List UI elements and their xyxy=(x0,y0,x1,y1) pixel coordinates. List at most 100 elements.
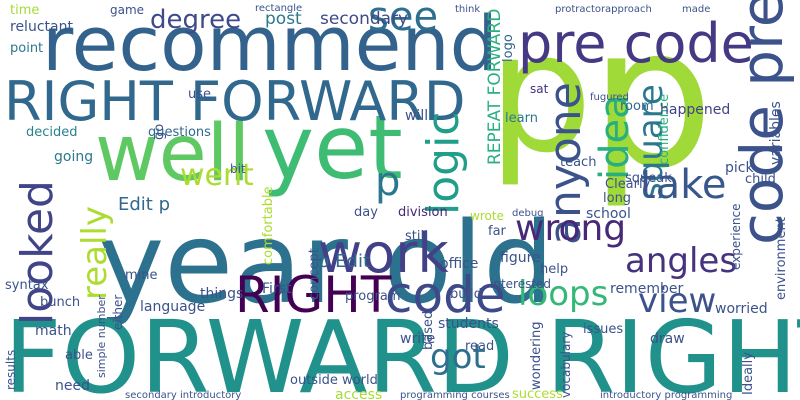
word: program xyxy=(345,289,401,304)
word: game xyxy=(110,3,144,17)
word: will xyxy=(405,108,428,124)
word: draw xyxy=(650,331,685,347)
word: post xyxy=(265,9,302,29)
word: bit xyxy=(230,162,246,176)
word: RIGHT xyxy=(235,266,392,324)
word: sat xyxy=(530,82,549,96)
word: happened xyxy=(660,102,730,118)
word: loops xyxy=(518,274,608,314)
word: year old xyxy=(98,199,554,329)
word: angles xyxy=(625,241,737,281)
word: help xyxy=(540,262,568,277)
word: based xyxy=(421,311,436,350)
word: take xyxy=(640,162,727,208)
word: Edit p xyxy=(118,194,170,215)
word: access xyxy=(335,387,382,400)
word: questions xyxy=(148,125,211,140)
word: still xyxy=(405,229,428,244)
word: read xyxy=(465,339,494,354)
word: able xyxy=(65,348,93,363)
word: bunch xyxy=(40,295,80,310)
word: day xyxy=(354,205,378,220)
word: made xyxy=(682,4,710,15)
word: reluctant xyxy=(10,19,73,35)
word: p Edit xyxy=(318,251,370,272)
word: need xyxy=(55,378,90,394)
word: results xyxy=(4,350,18,390)
word: syntax xyxy=(5,278,49,293)
word: going xyxy=(54,149,93,165)
word: First xyxy=(262,281,292,297)
word: simple number xyxy=(95,295,108,378)
word: anyone xyxy=(540,82,591,245)
word: figure xyxy=(500,250,541,266)
word: issues xyxy=(583,322,623,337)
word: point xyxy=(10,41,43,56)
word: mine xyxy=(125,268,158,283)
word: decided xyxy=(26,125,78,140)
word: room xyxy=(620,99,654,114)
word: pre code xyxy=(518,12,754,75)
word: go xyxy=(152,124,167,140)
word: confidence xyxy=(657,94,672,165)
word: see xyxy=(368,0,438,40)
word: things xyxy=(200,286,243,302)
word: language xyxy=(140,299,205,315)
word: interested xyxy=(490,277,551,291)
word: concept xyxy=(307,248,322,300)
word: p xyxy=(375,159,400,205)
word: long xyxy=(603,191,631,206)
word: division xyxy=(398,205,448,220)
word: logo xyxy=(501,34,516,62)
word: code xyxy=(385,266,506,324)
word: rectangle xyxy=(255,3,302,14)
word: remember xyxy=(610,281,683,297)
word: school xyxy=(586,206,631,222)
word: work xyxy=(318,222,449,285)
word: yet xyxy=(262,96,403,199)
word: code pre xyxy=(728,0,796,245)
word: vocabulary xyxy=(559,332,573,398)
word: build xyxy=(450,287,482,302)
word: far xyxy=(488,224,507,239)
word: went xyxy=(180,158,254,193)
word: looked xyxy=(12,180,63,325)
word: math xyxy=(35,323,72,339)
word: worried xyxy=(715,301,768,317)
word: wondering xyxy=(529,321,544,390)
word: REPEAT FORWARD xyxy=(485,9,505,165)
word: degree xyxy=(150,5,241,35)
word: fugured xyxy=(590,92,629,103)
word: wrote xyxy=(470,209,504,223)
word: either xyxy=(111,295,125,330)
word: programming courses xyxy=(400,390,510,400)
word: Clearly xyxy=(605,177,651,192)
word: pick xyxy=(725,160,754,176)
word: idea xyxy=(592,94,638,180)
word: time xyxy=(10,3,39,18)
word: outside world xyxy=(290,373,378,388)
word: approach xyxy=(605,4,652,15)
word: learn xyxy=(505,111,538,126)
word: introductory programming xyxy=(600,390,732,400)
word: really xyxy=(75,206,115,300)
word: environment xyxy=(774,217,789,300)
word: p xyxy=(488,0,593,189)
word: well xyxy=(95,109,250,199)
word: variables xyxy=(768,101,784,165)
word: RIGHT FORWARD xyxy=(4,70,465,133)
word: success xyxy=(512,387,563,400)
word: protractor xyxy=(555,4,606,15)
word: write xyxy=(400,331,435,347)
word: think xyxy=(455,4,480,15)
word: p xyxy=(590,0,714,211)
word: Ideally xyxy=(741,352,756,395)
word: experience xyxy=(729,203,743,270)
word: got xyxy=(430,337,486,377)
word: logic xyxy=(418,112,469,216)
word: use xyxy=(188,87,211,102)
word: students xyxy=(438,316,499,332)
word: comfortable xyxy=(261,186,276,265)
